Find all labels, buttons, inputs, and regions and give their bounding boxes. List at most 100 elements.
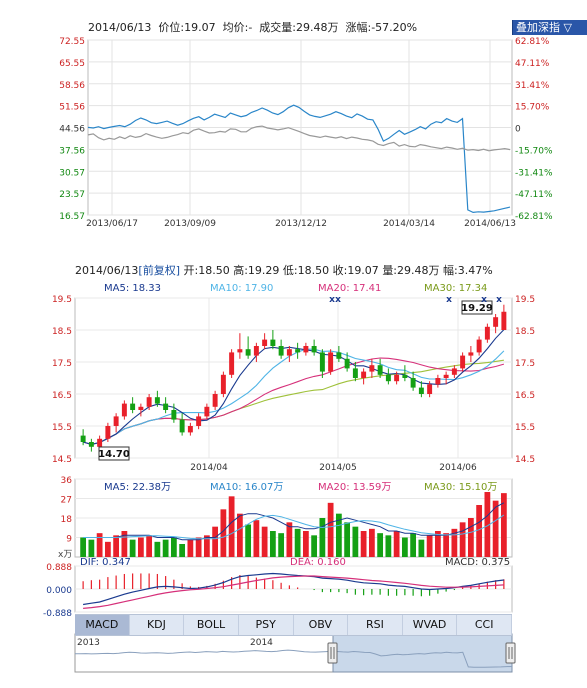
volume-bar (418, 539, 425, 557)
series-line-1 (87, 125, 511, 152)
candle-body (460, 355, 466, 369)
volume-bar (162, 539, 169, 557)
event-marker-icon: x (446, 295, 452, 305)
y-tick-label-left: 37.56 (59, 146, 85, 156)
candle-body (468, 352, 474, 356)
volume-bar (80, 537, 87, 557)
volume-bar (476, 505, 483, 557)
y-tick-label-left: 30.57 (59, 168, 85, 178)
volume-bar (286, 522, 293, 557)
dea-legend: DEA: 0.160 (290, 557, 346, 568)
volume-bar (327, 502, 334, 557)
candle-body (179, 419, 185, 433)
event-marker-icon: x (329, 295, 335, 305)
volume-bar (385, 535, 392, 557)
candle-body (484, 326, 490, 340)
y-tick-label-left: 19.5 (52, 295, 72, 305)
nav-handle-left-icon[interactable] (327, 642, 338, 664)
series-line-0 (87, 104, 511, 214)
volume-bar (352, 526, 359, 557)
volume-bar (360, 531, 367, 557)
y-tick-label-right: 17.5 (515, 359, 535, 369)
volume-bar (137, 537, 144, 557)
y-tick-label-right: -15.70% (515, 146, 553, 156)
volume-bar (96, 533, 103, 557)
y-tick-label: 0.888 (46, 563, 72, 573)
candle-body (311, 346, 317, 353)
volume-bar (492, 500, 499, 557)
volume-bar (121, 531, 128, 557)
x-tick-label: 2014/06 (439, 463, 477, 473)
y-tick-label: 0.000 (46, 586, 72, 596)
candle-body (80, 435, 86, 442)
y-tick-label-left: 17.5 (52, 359, 72, 369)
y-tick-label-left: 18.5 (52, 327, 72, 337)
low-price-label: 14.70 (98, 449, 130, 460)
candle-body (187, 426, 193, 433)
volume-bar (170, 537, 177, 557)
tab-psy[interactable]: PSY (239, 615, 294, 635)
volume-bar (195, 537, 202, 557)
candle-body (196, 416, 202, 426)
header-avg: 均价:- (222, 21, 253, 34)
candle-body (336, 352, 342, 359)
candle-body (229, 352, 235, 375)
vol-ma20-legend: MA20: 13.59万 (318, 482, 392, 493)
candle-body (278, 346, 284, 356)
adjust-tag[interactable]: [前复权] (138, 264, 180, 277)
volume-bar (319, 518, 326, 557)
candle-body (402, 374, 408, 378)
y-tick-label-right: 15.5 (515, 423, 535, 433)
candle-body (352, 368, 358, 378)
candle-header: 2014/06/13[前复权] 开:18.50 高:19.29 低:18.50 … (75, 265, 493, 277)
volume-bar (335, 513, 342, 557)
vol-unit-label: x万 (58, 550, 73, 560)
tab-boll[interactable]: BOLL (184, 615, 239, 635)
volume-bar (434, 531, 441, 557)
candle-date: 2014/06/13 (75, 264, 139, 277)
candle-body (319, 352, 325, 372)
y-tick-label-left: 16.5 (52, 391, 72, 401)
y-tick-label-right: 62.81% (515, 37, 550, 47)
volume-bar (220, 509, 227, 557)
volume-bar (104, 541, 111, 557)
y-tick-label-right: 18.5 (515, 327, 535, 337)
candle-body (253, 346, 259, 356)
volume-bar (500, 493, 507, 557)
tab-macd[interactable]: MACD (75, 615, 130, 635)
volume-bar (344, 522, 351, 557)
candle-body (394, 374, 400, 382)
candle-body (427, 384, 433, 394)
tab-cci[interactable]: CCI (457, 615, 512, 635)
ma5-line (82, 329, 505, 445)
tab-rsi[interactable]: RSI (348, 615, 403, 635)
volume-bar (377, 533, 384, 557)
tab-obv[interactable]: OBV (294, 615, 349, 635)
y-tick-label: -0.888 (43, 609, 72, 619)
candle-volume: 量:29.48万 (382, 264, 440, 277)
tab-kdj[interactable]: KDJ (130, 615, 185, 635)
volume-bar (484, 492, 491, 557)
volume-bar (269, 531, 276, 557)
nav-handle-right-icon[interactable] (505, 642, 516, 664)
overlay-index-button[interactable]: 叠加深指 ▽ (512, 20, 587, 35)
candle-low: 低:18.50 (282, 264, 330, 277)
y-tick-label-right: 15.70% (515, 103, 550, 113)
volume-bar (302, 531, 309, 557)
ma10-legend: MA10: 17.90 (210, 283, 274, 294)
volume-bar (253, 520, 260, 557)
volume-bar (187, 539, 194, 557)
y-tick-label-right: 16.5 (515, 391, 535, 401)
event-marker-icon: x (496, 295, 502, 305)
event-marker-icon: x (481, 295, 487, 305)
candle-body (286, 349, 292, 356)
tab-wvad[interactable]: WVAD (403, 615, 458, 635)
volume-bar (451, 528, 458, 557)
time-navigator[interactable]: 2013 2014 (74, 633, 516, 673)
candle-body (121, 403, 127, 417)
indicator-tabs: MACD KDJ BOLL PSY OBV RSI WVAD CCI (75, 614, 512, 636)
candle-body (220, 374, 226, 394)
candle-open: 开:18.50 (183, 264, 230, 277)
price-line-chart: 72.55 62.81% 65.55 47.11% 58.56 31.41% 51.56 15… (59, 37, 553, 229)
